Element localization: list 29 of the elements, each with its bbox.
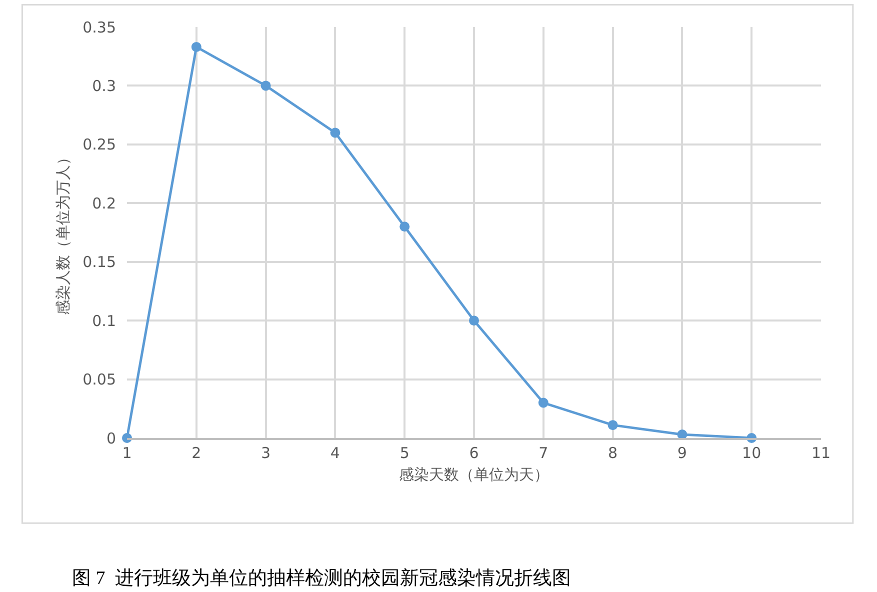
point xyxy=(260,80,271,91)
y-tick-label: 0.3 xyxy=(92,76,116,95)
point xyxy=(538,398,548,408)
x-tick-label: 3 xyxy=(261,444,271,462)
y-tick-label: 0.35 xyxy=(82,18,116,36)
y-tick-label: 0.2 xyxy=(92,194,116,212)
point xyxy=(191,42,202,52)
y-tick-label: 0 xyxy=(106,429,116,448)
x-axis-title: 感染天数（单位为天） xyxy=(399,465,549,484)
x-tick-label: 1 xyxy=(122,444,132,462)
x-tick-label: 5 xyxy=(400,444,410,462)
x-tick-label: 8 xyxy=(608,444,618,462)
y-tick-label: 0.1 xyxy=(92,312,116,330)
point xyxy=(469,316,479,326)
y-tick-label: 0.15 xyxy=(82,253,116,272)
point xyxy=(400,222,410,232)
x-tick-label: 9 xyxy=(677,444,687,462)
x-tick-label: 11 xyxy=(811,444,831,462)
caption: 图 7 进行班级为单位的抽样检测的校园新冠感染情况折线图 xyxy=(72,567,571,589)
y-tick-label: 0.25 xyxy=(82,136,116,154)
point xyxy=(608,420,618,430)
x-tick-label: 6 xyxy=(469,444,479,462)
x-tick-label: 10 xyxy=(742,444,762,462)
x-tick-label: 2 xyxy=(192,444,202,462)
y-axis-title: 感染人数（单位为万人） xyxy=(54,150,72,315)
y-tick-label: 0.05 xyxy=(82,370,116,389)
point xyxy=(330,128,340,138)
x-tick-label: 7 xyxy=(538,444,548,462)
x-tick-label: 4 xyxy=(330,444,340,462)
